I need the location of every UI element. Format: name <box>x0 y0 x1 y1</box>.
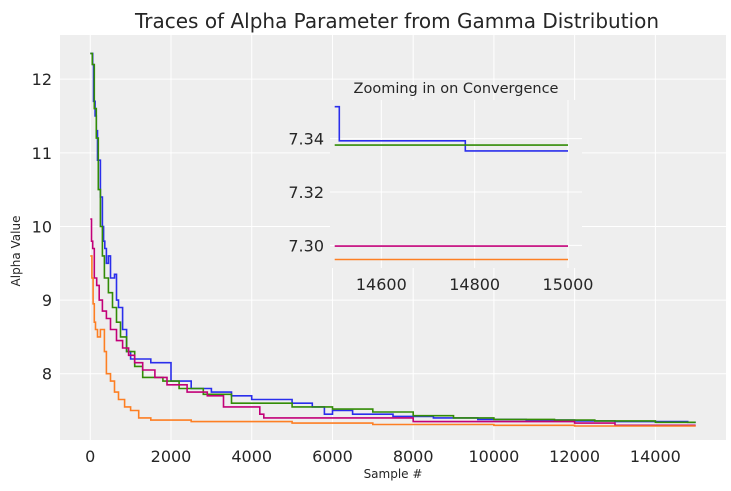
x-tick-label: 10000 <box>468 447 519 466</box>
x-tick-label: 12000 <box>549 447 600 466</box>
inset-plot-background <box>330 100 582 268</box>
y-tick-label: 7.32 <box>288 183 324 202</box>
trace-line-4 <box>90 255 696 427</box>
y-tick-label: 7.30 <box>288 236 324 255</box>
x-tick-label: 8000 <box>393 447 434 466</box>
main-x-ticks: 0 2000 4000 6000 8000 10000 12000 14000 <box>85 447 681 466</box>
x-axis-label: Sample # <box>364 467 423 481</box>
x-tick-label: 0 <box>85 447 95 466</box>
trace-line-3 <box>90 218 696 427</box>
chart-title: Traces of Alpha Parameter from Gamma Dis… <box>134 9 659 33</box>
y-tick-label: 10 <box>32 217 52 236</box>
x-tick-label: 14800 <box>449 275 500 294</box>
main-y-ticks: 8 9 10 11 12 <box>32 70 52 384</box>
trace-line-2 <box>90 52 696 424</box>
y-tick-label: 9 <box>42 291 52 310</box>
trace-line-1 <box>334 105 568 152</box>
x-tick-label: 14000 <box>630 447 681 466</box>
x-tick-label: 6000 <box>312 447 353 466</box>
y-axis-label: Alpha Value <box>9 216 23 287</box>
x-tick-label: 4000 <box>231 447 272 466</box>
inset-series <box>334 105 568 261</box>
main-series <box>90 52 696 427</box>
y-tick-label: 11 <box>32 144 52 163</box>
y-tick-label: 7.34 <box>288 130 324 149</box>
inset-x-ticks: 14600 14800 15000 <box>356 275 594 294</box>
inset-y-ticks: 7.30 7.32 7.34 <box>288 130 324 256</box>
inset-plot: 14600 14800 15000 7.30 7.32 7.34 <box>288 100 593 294</box>
x-tick-label: 2000 <box>151 447 192 466</box>
inset-title: Zooming in on Convergence <box>354 81 559 97</box>
y-tick-label: 12 <box>32 70 52 89</box>
x-tick-label: 14600 <box>356 275 407 294</box>
y-tick-label: 8 <box>42 365 52 384</box>
x-tick-label: 15000 <box>543 275 594 294</box>
